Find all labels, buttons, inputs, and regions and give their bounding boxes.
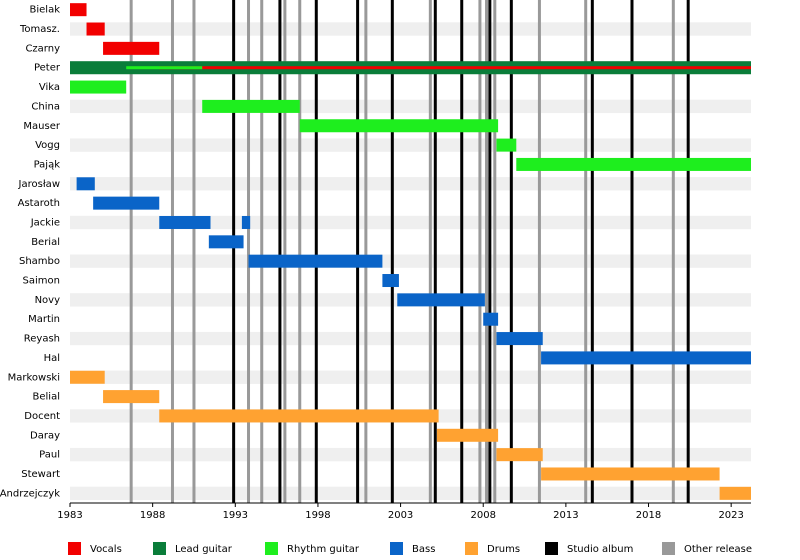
x-tick-label: 2018	[636, 510, 661, 521]
legend-swatch	[68, 542, 81, 555]
x-tick-label: 2013	[553, 510, 578, 521]
row-stripe	[70, 138, 751, 152]
x-tick-label: 2008	[471, 510, 496, 521]
row-stripe	[70, 177, 751, 191]
row-stripe	[70, 254, 751, 268]
member-label: Jackie	[30, 217, 60, 228]
membership-bar	[93, 196, 160, 210]
membership-bar	[159, 66, 752, 70]
member-label: Hal	[44, 353, 60, 364]
membership-bar	[126, 66, 203, 70]
member-label: Vogg	[35, 140, 60, 151]
member-label: Vika	[39, 82, 60, 93]
member-label: Czarny	[25, 43, 60, 54]
member-label: Peter	[34, 63, 61, 74]
row-stripe	[70, 486, 751, 500]
membership-bar	[516, 157, 751, 171]
legend-label: Drums	[487, 544, 520, 555]
x-tick-label: 2003	[388, 510, 413, 521]
legend-label: Bass	[412, 544, 435, 555]
member-label: Markowski	[8, 372, 60, 383]
membership-bar	[202, 99, 300, 113]
member-label: Astaroth	[18, 198, 60, 209]
membership-bar	[248, 254, 383, 268]
legend-swatch	[465, 542, 478, 555]
member-label: Saimon	[23, 276, 60, 287]
membership-bar	[241, 215, 251, 229]
member-label: Paul	[39, 450, 60, 461]
row-stripe	[70, 447, 751, 462]
membership-bar	[70, 80, 127, 94]
member-label: China	[31, 101, 60, 112]
row-stripe	[70, 331, 751, 346]
membership-bar	[397, 293, 485, 307]
member-label: Daray	[30, 430, 60, 441]
member-label: Andrzejczyk	[0, 488, 60, 499]
member-label: Berial	[31, 237, 60, 248]
membership-bar	[208, 235, 244, 249]
member-label: Novy	[35, 295, 61, 306]
row-stripe	[70, 370, 751, 384]
membership-bar	[382, 274, 399, 288]
legend-label: Vocals	[90, 544, 122, 555]
member-label: Stewart	[21, 469, 60, 480]
member-label: Shambo	[19, 256, 60, 267]
membership-bar	[496, 332, 543, 346]
legend-swatch	[153, 542, 166, 555]
member-label: Martin	[28, 314, 60, 325]
membership-bar	[76, 177, 95, 191]
member-label: Jarosław	[18, 179, 60, 190]
legend-label: Lead guitar	[175, 544, 233, 555]
legend-label: Studio album	[567, 544, 633, 555]
membership-bar	[496, 138, 517, 152]
membership-bar	[159, 215, 211, 229]
membership-bar	[70, 370, 105, 384]
member-label: Tomasz.	[19, 24, 60, 35]
x-tick-label: 1988	[140, 510, 165, 521]
member-label: Docent	[24, 411, 60, 422]
membership-bar	[86, 22, 105, 36]
membership-bar	[719, 486, 751, 500]
x-tick-label: 1983	[57, 510, 82, 521]
x-tick-label: 1998	[305, 510, 330, 521]
membership-bar	[483, 312, 499, 326]
row-stripe	[70, 22, 751, 36]
member-label: Reyash	[24, 334, 60, 345]
member-label: Bielak	[30, 5, 61, 16]
x-tick-label: 1993	[223, 510, 248, 521]
membership-bar	[159, 409, 439, 423]
legend-swatch	[265, 542, 278, 555]
row-stripe	[70, 215, 751, 230]
x-tick-label: 2023	[718, 510, 743, 521]
legend-label: Rhythm guitar	[287, 544, 360, 555]
legend-swatch	[390, 542, 403, 555]
legend-swatch	[545, 542, 558, 555]
membership-bar	[541, 467, 720, 481]
membership-bar	[436, 428, 499, 442]
member-label: Mauser	[23, 121, 60, 132]
membership-bar	[496, 448, 543, 462]
member-label: Pająk	[34, 159, 61, 170]
membership-bar	[103, 41, 160, 55]
membership-bar	[541, 351, 751, 365]
membership-bar	[103, 390, 160, 404]
member-label: Belial	[33, 392, 60, 403]
legend-label: Other release	[684, 544, 752, 555]
membership-bar	[299, 119, 499, 133]
membership-bar	[70, 3, 87, 17]
legend-swatch	[662, 542, 675, 555]
